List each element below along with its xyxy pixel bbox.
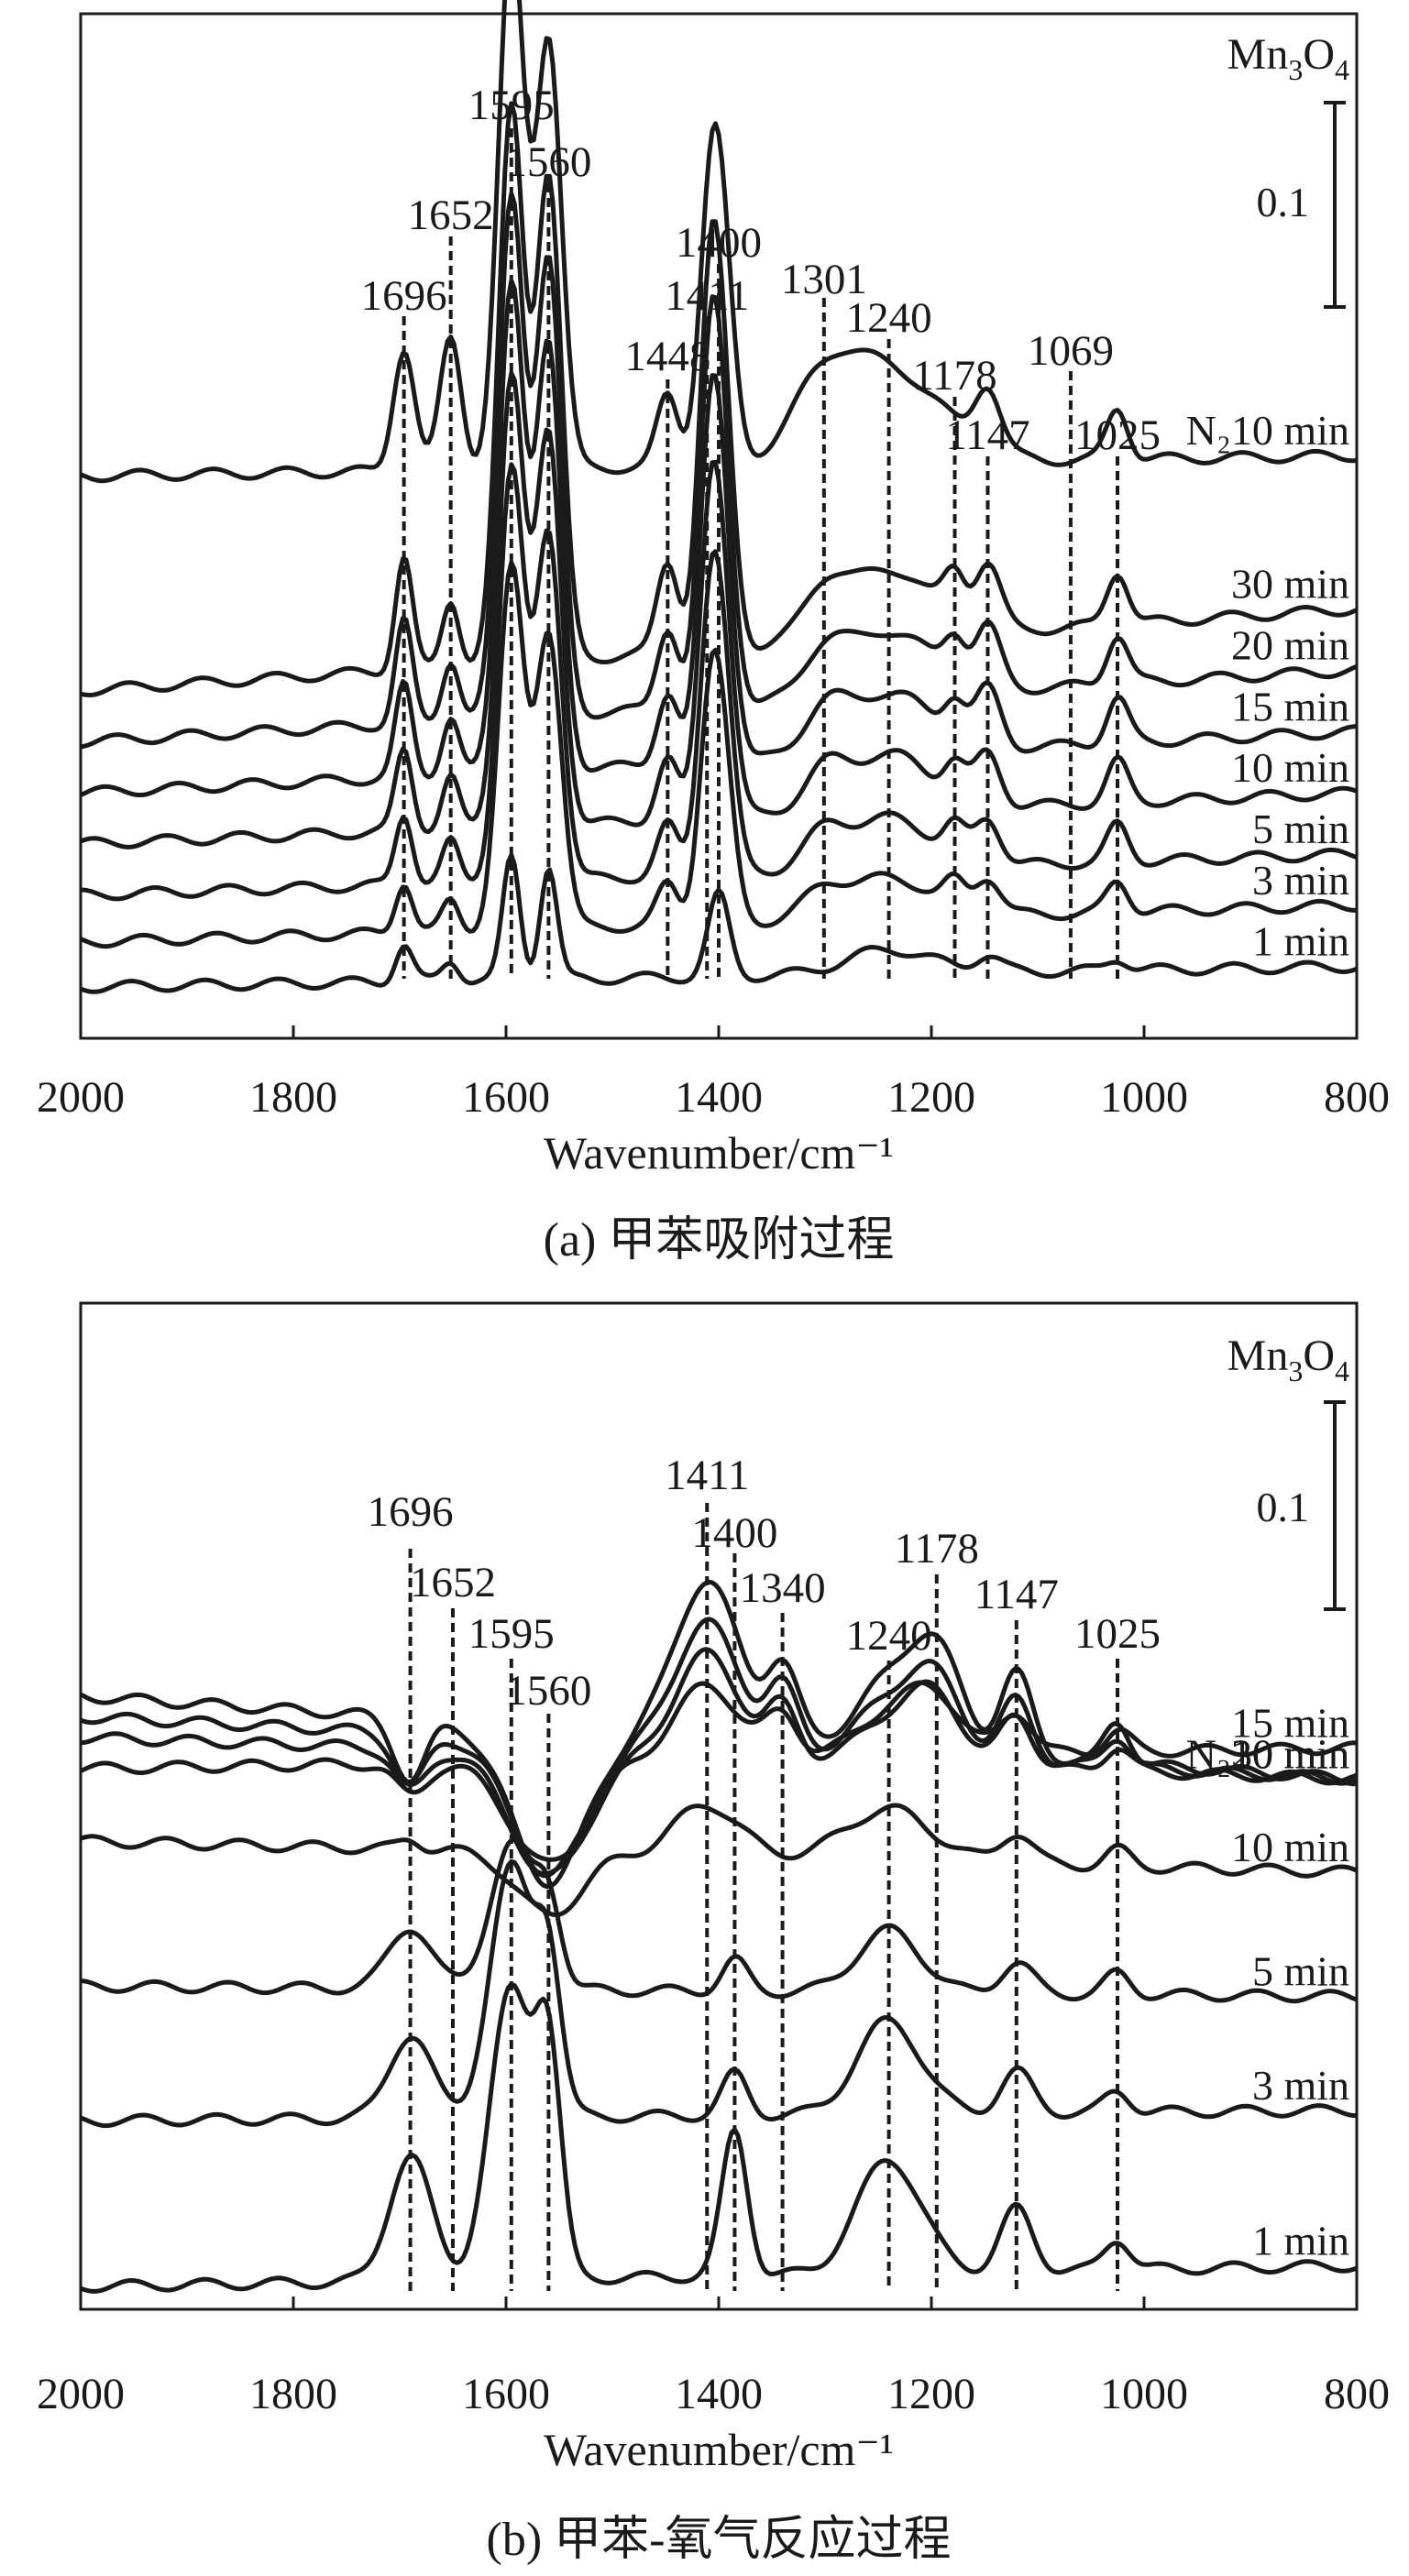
series-label: 3 min: [1252, 2062, 1349, 2109]
x-tick-label: 2000: [37, 2370, 125, 2418]
peak-label: 1652: [408, 192, 494, 239]
x-tick-label: 1000: [1100, 1073, 1188, 1122]
series-label: 20 min: [1231, 621, 1349, 668]
panel-caption: (a) 甲苯吸附过程: [544, 1214, 895, 1266]
series-label: 1 min: [1252, 918, 1349, 965]
peak-label: 1560: [505, 1667, 591, 1715]
panel-a: 2000 1800 1600 1400 1200 1000 800 Wavenumber/cm…: [37, 0, 1390, 1266]
series-line-n-10-min: [80, 0, 1358, 484]
series-line-5-min: [80, 1837, 1358, 2004]
x-tick-label: 1800: [249, 2370, 337, 2418]
peak-label: 1178: [895, 1525, 979, 1573]
series-line-10-min: [80, 370, 1358, 850]
scale-bar: [1324, 101, 1346, 309]
peak-label: 1069: [1028, 327, 1114, 375]
x-tick-label: 800: [1324, 2370, 1390, 2418]
x-tick-label: 1200: [887, 2370, 975, 2418]
series-label: 10 min: [1231, 744, 1349, 791]
peak-label: 1595: [468, 1610, 555, 1658]
series-line-20-min: [80, 191, 1358, 750]
peak-label: 1147: [974, 1571, 1059, 1618]
series-label: 5 min: [1252, 1948, 1349, 1995]
panel-caption: (b) 甲苯-氧气反应过程: [487, 2514, 952, 2566]
series-line-15-min: [79, 278, 1357, 797]
peak-label: 1696: [361, 272, 447, 320]
panel-b: 2000 1800 1600 1400 1200 1000 800 Wavenumber/cm…: [37, 1301, 1390, 2566]
x-axis-title: Wavenumber/cm⁻¹: [544, 2424, 894, 2475]
x-tick-label: 1000: [1100, 2370, 1188, 2418]
peak-label: 1240: [846, 294, 932, 342]
series-line-10-min: [80, 1803, 1358, 1917]
series-label: 3 min: [1252, 857, 1349, 904]
series-line-30-min: [80, 101, 1359, 697]
peak-label: 1025: [1074, 1610, 1161, 1658]
series-label: 15 min: [1231, 683, 1349, 729]
series-line-1-min: [80, 852, 1358, 994]
peak-label: 1411: [665, 1452, 749, 1499]
x-axis-title: Wavenumber/cm⁻¹: [544, 1127, 894, 1178]
series-line-3-min: [80, 1858, 1357, 2129]
peak-label: 1178: [912, 352, 996, 400]
x-tick-label: 1400: [675, 2370, 763, 2418]
x-tick-label: 800: [1324, 1073, 1390, 1122]
series-label: 5 min: [1252, 806, 1349, 852]
peak-label: 1400: [676, 219, 762, 267]
peak-label: 1340: [740, 1564, 826, 1612]
x-tick-label: 1800: [249, 1073, 337, 1122]
peak-label: 1448: [624, 333, 710, 380]
series-line-15-min: [80, 1680, 1358, 1862]
peak-label: 1411: [665, 272, 749, 320]
peak-label: 1301: [781, 256, 867, 303]
x-tick-label: 1600: [462, 1073, 550, 1122]
series-label: 15 min: [1231, 1699, 1349, 1746]
x-tick-label: 1400: [675, 1073, 763, 1122]
peak-label: 1560: [505, 138, 591, 186]
peak-label: 1595: [468, 82, 555, 129]
peak-label: 1240: [846, 1612, 932, 1660]
x-tick-label: 1600: [462, 2370, 550, 2418]
series-label: 10 min: [1231, 1824, 1349, 1870]
scale-bar-label: 0.1: [1257, 1484, 1310, 1530]
series-line-1-min: [80, 1981, 1358, 2294]
sample-label: Mn3O4: [1227, 30, 1349, 86]
peak-label: 1025: [1074, 411, 1161, 459]
series-label: 1 min: [1252, 2217, 1349, 2264]
peak-label: 1696: [368, 1488, 454, 1536]
peak-label: 1147: [945, 411, 1029, 459]
series-label: 30 min: [1231, 560, 1349, 607]
peak-label: 1400: [691, 1509, 777, 1557]
sample-label: Mn3O4: [1227, 1332, 1349, 1387]
x-tick-label: 1200: [887, 1073, 975, 1122]
series-line-n-10-min: [79, 1579, 1358, 1890]
scale-bar: [1324, 1400, 1346, 1611]
peak-label: 1652: [410, 1559, 496, 1606]
x-tick-label: 2000: [37, 1073, 125, 1122]
series-label: N₂10 min: [1186, 1730, 1349, 1777]
scale-bar-label: 0.1: [1257, 179, 1310, 225]
series-label: N₂10 min: [1186, 407, 1349, 454]
